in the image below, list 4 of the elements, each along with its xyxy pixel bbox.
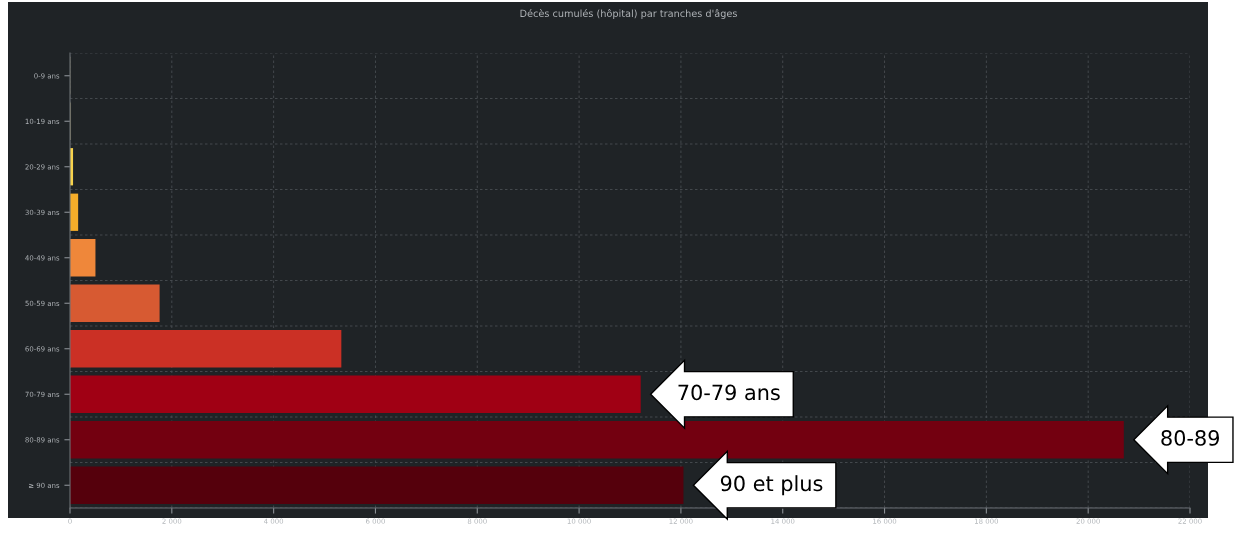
annotation: 80-89 <box>1161 430 1219 446</box>
chart-title: Décès cumulés (hôpital) par tranches d'âges <box>520 9 737 19</box>
annotation: 70-79 ans <box>678 384 780 401</box>
annotation: 90 et plus <box>720 475 823 496</box>
